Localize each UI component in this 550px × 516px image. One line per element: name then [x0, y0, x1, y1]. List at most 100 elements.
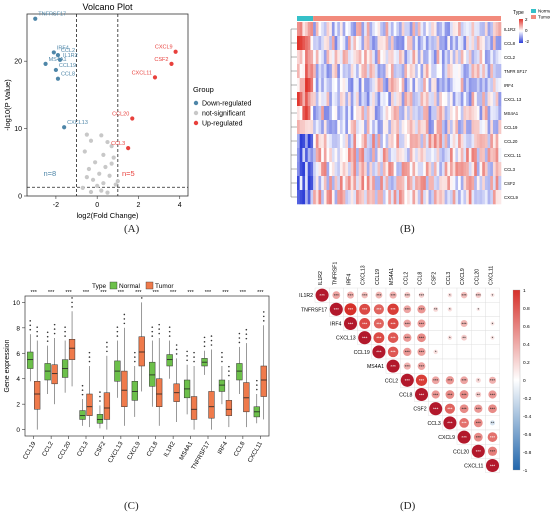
heatmap-cell	[452, 64, 456, 79]
heatmap-cell	[377, 120, 381, 135]
heatmap-cell	[476, 134, 480, 149]
expression-heatmap: IL1R2 CCL8 CCL2 TNFR SF17 IRF4 CXCL 13 MS4A1 CC…	[290, 9, 550, 205]
correlation-circle	[461, 334, 468, 341]
box	[86, 393, 93, 416]
box	[243, 382, 250, 413]
heatmap-cell	[487, 64, 491, 79]
heatmap-cell	[382, 36, 386, 51]
heatmap-cell	[417, 162, 421, 177]
correlation-circle	[418, 292, 425, 298]
heatmap-cell	[447, 106, 451, 121]
heatmap-cell	[331, 176, 335, 191]
row-label: IL1R2	[299, 293, 313, 299]
heatmap-cell	[409, 162, 413, 177]
heatmap-cell	[385, 134, 389, 149]
point-label: CXCL11	[132, 70, 152, 76]
heatmap-cell	[372, 50, 376, 65]
y-tick-label: 4	[16, 376, 20, 383]
heatmap-cell	[487, 120, 491, 135]
legend-swatch	[109, 281, 118, 290]
heatmap-cell	[431, 92, 435, 107]
outlier-point	[123, 313, 126, 316]
heatmap-cell	[479, 78, 483, 93]
heatmap-cell	[337, 176, 341, 191]
heatmap-cell	[377, 176, 381, 191]
outlier-point	[151, 335, 154, 337]
heatmap-cell	[356, 64, 360, 79]
heatmap-cell	[372, 162, 376, 177]
heatmap-cell	[315, 92, 319, 107]
heatmap-cell	[345, 148, 349, 163]
outlier-point	[238, 341, 241, 344]
significance-label: ***	[490, 392, 495, 397]
outlier-point	[238, 332, 241, 335]
significance-label: **	[491, 421, 495, 426]
heatmap-cell	[450, 148, 453, 163]
heatmap-cell	[460, 78, 464, 93]
heatmap-cell	[492, 106, 496, 121]
heatmap-cell	[404, 78, 408, 93]
outlier-point	[36, 326, 38, 328]
data-point	[93, 160, 98, 165]
significance-label: ***	[348, 293, 353, 298]
significance-label: ***	[31, 290, 38, 296]
heatmap-cell	[305, 92, 309, 107]
heatmap-cell	[441, 134, 445, 149]
significance-label: ***	[405, 307, 410, 312]
heatmap-cell	[342, 148, 346, 163]
heatmap-cell	[460, 36, 464, 51]
heatmap-cell	[447, 134, 451, 149]
heatmap-cell	[331, 50, 335, 65]
heatmap-cell	[323, 120, 327, 135]
heatmap-cell	[297, 22, 300, 37]
heatmap-cell	[302, 92, 306, 107]
heatmap-cell	[471, 120, 475, 135]
heatmap-cell	[302, 64, 306, 79]
heatmap-cell	[364, 64, 368, 79]
heatmap-cell	[382, 78, 386, 93]
heatmap-cell	[358, 22, 362, 37]
heatmap-cell	[412, 22, 416, 37]
heatmap-cell	[369, 64, 373, 79]
outlier-point	[36, 335, 38, 337]
heatmap-cell	[425, 64, 429, 79]
outlier-point	[245, 333, 248, 335]
heatmap-cell	[369, 120, 373, 135]
heatmap-cell	[339, 134, 343, 149]
heatmap-cell	[315, 134, 319, 149]
heatmap-cell	[479, 134, 483, 149]
heatmap-cell	[441, 64, 445, 79]
heatmap-cell	[417, 92, 421, 107]
row-label: CSF2	[504, 181, 516, 186]
heatmap-cell	[417, 190, 421, 205]
heatmap-cell	[315, 176, 319, 191]
heatmap-cell	[326, 106, 330, 121]
heatmap-cell	[366, 22, 370, 37]
heatmap-cell	[415, 92, 419, 107]
heatmap-cell	[307, 78, 311, 93]
colorbar-tick: 0	[525, 28, 528, 33]
significance-label: ***	[362, 293, 367, 298]
heatmap-cell	[415, 50, 419, 65]
heatmap-cell	[399, 92, 402, 107]
heatmap-cell	[412, 50, 416, 65]
row-label: TNFR SF17	[504, 69, 528, 74]
heatmap-cell	[460, 190, 464, 205]
heatmap-cell	[498, 64, 502, 79]
heatmap-cell	[460, 134, 464, 149]
row-label: CSF2	[413, 407, 426, 413]
outlier-point	[256, 384, 258, 386]
heatmap-cell	[487, 134, 491, 149]
heatmap-cell	[466, 22, 470, 37]
heatmap-cell	[458, 176, 462, 191]
heatmap-cell	[385, 50, 389, 65]
row-dendrogram	[290, 28, 297, 198]
significance-label: ***	[476, 435, 481, 440]
heatmap-cell	[428, 22, 432, 37]
outlier-point	[193, 351, 195, 354]
heatmap-cell	[436, 78, 440, 93]
heatmap-cell	[471, 162, 475, 177]
correlation-circle	[346, 291, 355, 299]
heatmap-cell	[401, 22, 405, 37]
x-axis-label: log2(Fold Change)	[76, 211, 139, 220]
